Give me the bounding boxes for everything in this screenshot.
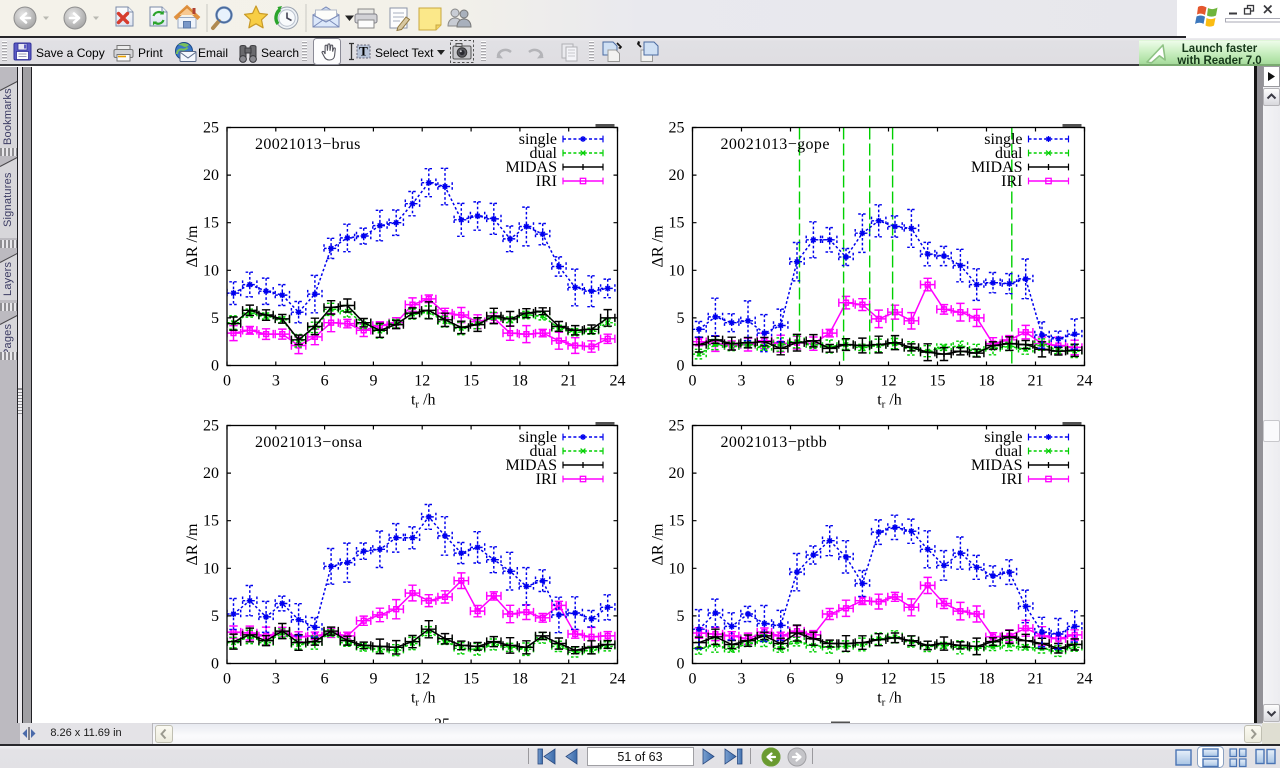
svg-text:0: 0 (211, 656, 219, 673)
svg-text:20: 20 (203, 465, 219, 482)
svg-text:tr /h: tr /h (877, 392, 902, 411)
svg-text:ΔR /m: ΔR /m (650, 523, 667, 565)
svg-text:dual: dual (529, 443, 557, 460)
svg-text:51 of 63: 51 of 63 (617, 750, 662, 764)
svg-text:0: 0 (223, 373, 231, 390)
svg-text:15: 15 (930, 373, 946, 390)
svg-text:T: T (359, 44, 368, 59)
svg-text:15: 15 (669, 215, 685, 232)
svg-text:MIDAS: MIDAS (971, 457, 1023, 474)
svg-text:6: 6 (321, 373, 329, 390)
svg-text:3: 3 (272, 671, 280, 688)
svg-text:15: 15 (463, 373, 479, 390)
svg-text:10: 10 (669, 262, 685, 279)
svg-text:9: 9 (369, 671, 377, 688)
svg-text:0: 0 (689, 373, 697, 390)
svg-text:21: 21 (561, 671, 577, 688)
svg-text:5: 5 (211, 310, 219, 327)
svg-text:15: 15 (930, 671, 946, 688)
svg-text:18: 18 (979, 671, 995, 688)
svg-text:20: 20 (669, 167, 685, 184)
svg-text:IRI: IRI (536, 471, 557, 488)
svg-text:dual: dual (529, 145, 557, 162)
svg-text:12: 12 (881, 671, 897, 688)
svg-text:single: single (519, 429, 557, 446)
svg-text:12: 12 (414, 671, 430, 688)
svg-text:20: 20 (669, 465, 685, 482)
svg-text:25: 25 (434, 716, 450, 723)
svg-text:IRI: IRI (1001, 173, 1022, 190)
svg-text:25: 25 (203, 418, 219, 435)
svg-text:tr /h: tr /h (411, 392, 436, 411)
svg-text:15: 15 (203, 513, 219, 530)
svg-text:single: single (984, 131, 1022, 148)
svg-text:24: 24 (1077, 373, 1093, 390)
svg-text:10: 10 (203, 262, 219, 279)
svg-text:MIDAS: MIDAS (505, 159, 557, 176)
svg-text:5: 5 (677, 310, 685, 327)
svg-text:24: 24 (1077, 671, 1093, 688)
svg-text:15: 15 (669, 513, 685, 530)
svg-text:15: 15 (203, 215, 219, 232)
svg-text:9: 9 (836, 671, 844, 688)
svg-text:6: 6 (787, 671, 795, 688)
svg-text:21: 21 (1028, 671, 1044, 688)
svg-text:dual: dual (995, 443, 1023, 460)
svg-text:ΔR /m: ΔR /m (650, 225, 667, 267)
svg-text:24: 24 (610, 671, 626, 688)
svg-text:18: 18 (512, 373, 528, 390)
svg-text:25: 25 (669, 418, 685, 435)
svg-text:IRI: IRI (1001, 471, 1022, 488)
svg-text:25: 25 (669, 120, 685, 137)
svg-text:dual: dual (995, 145, 1023, 162)
svg-text:single: single (519, 131, 557, 148)
svg-text:15: 15 (463, 671, 479, 688)
svg-text:21: 21 (1028, 373, 1044, 390)
svg-text:3: 3 (738, 671, 746, 688)
svg-text:18: 18 (512, 671, 528, 688)
svg-text:12: 12 (881, 373, 897, 390)
svg-text:0: 0 (689, 671, 697, 688)
svg-text:tr /h: tr /h (877, 690, 902, 709)
svg-text:24: 24 (610, 373, 626, 390)
svg-text:6: 6 (321, 671, 329, 688)
svg-text:3: 3 (738, 373, 746, 390)
svg-text:0: 0 (677, 656, 685, 673)
svg-text:0: 0 (211, 358, 219, 375)
svg-text:21: 21 (561, 373, 577, 390)
svg-text:5: 5 (211, 608, 219, 625)
svg-text:MIDAS: MIDAS (505, 457, 557, 474)
svg-text:MIDAS: MIDAS (971, 159, 1023, 176)
svg-text:10: 10 (203, 560, 219, 577)
svg-text:20021013−onsa: 20021013−onsa (255, 434, 363, 451)
svg-text:18: 18 (979, 373, 995, 390)
svg-text:20021013−ptbb: 20021013−ptbb (721, 434, 828, 451)
svg-text:ΔR /m: ΔR /m (184, 523, 201, 565)
svg-text:0: 0 (223, 671, 231, 688)
svg-text:20021013−gope: 20021013−gope (721, 136, 830, 153)
svg-text:9: 9 (836, 373, 844, 390)
svg-text:5: 5 (677, 608, 685, 625)
svg-text:25: 25 (203, 120, 219, 137)
svg-text:10: 10 (669, 560, 685, 577)
svg-text:IRI: IRI (536, 173, 557, 190)
svg-text:single: single (984, 429, 1022, 446)
svg-text:0: 0 (677, 358, 685, 375)
svg-text:tr /h: tr /h (411, 690, 436, 709)
svg-text:20: 20 (203, 167, 219, 184)
svg-text:6: 6 (787, 373, 795, 390)
svg-text:20021013−brus: 20021013−brus (255, 136, 361, 153)
svg-text:12: 12 (414, 373, 430, 390)
svg-text:3: 3 (272, 373, 280, 390)
svg-text:ΔR /m: ΔR /m (184, 225, 201, 267)
svg-text:9: 9 (369, 373, 377, 390)
